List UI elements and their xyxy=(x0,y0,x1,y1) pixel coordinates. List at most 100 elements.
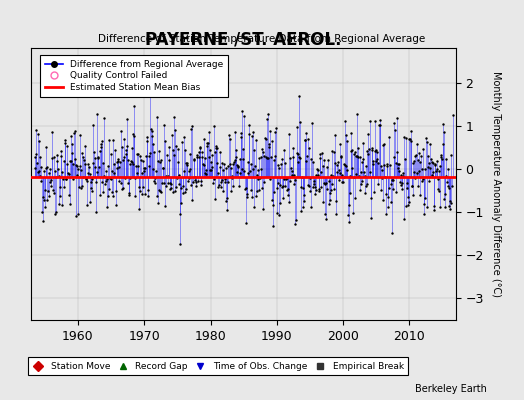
Point xyxy=(108,137,117,143)
Point xyxy=(128,159,136,166)
Point xyxy=(251,162,259,169)
Point xyxy=(133,170,141,176)
Point xyxy=(302,130,311,136)
Point xyxy=(377,175,386,181)
Point xyxy=(379,142,387,148)
Point xyxy=(43,164,51,170)
Point xyxy=(236,130,245,136)
Title: PAYERNE /ST. AEROL.: PAYERNE /ST. AEROL. xyxy=(146,30,342,48)
Point xyxy=(374,160,383,166)
Point xyxy=(260,179,269,185)
Point xyxy=(313,167,322,173)
Point xyxy=(150,178,158,184)
Point xyxy=(307,156,315,162)
Point xyxy=(413,141,421,147)
Y-axis label: Monthly Temperature Anomaly Difference (°C): Monthly Temperature Anomaly Difference (… xyxy=(490,71,500,297)
Point xyxy=(421,194,430,201)
Point xyxy=(34,131,42,138)
Point xyxy=(218,177,226,183)
Point xyxy=(65,192,73,199)
Point xyxy=(102,178,111,184)
Point xyxy=(117,128,125,134)
Point xyxy=(58,202,66,208)
Point xyxy=(75,184,83,190)
Point xyxy=(294,154,303,160)
Point xyxy=(147,128,156,134)
Point xyxy=(206,167,214,174)
Point xyxy=(149,166,157,172)
Point xyxy=(68,140,76,147)
Point xyxy=(150,175,159,181)
Point xyxy=(58,169,67,176)
Point xyxy=(389,177,398,184)
Point xyxy=(86,199,94,206)
Point xyxy=(339,178,347,185)
Point xyxy=(98,138,106,144)
Point xyxy=(449,112,457,118)
Point xyxy=(104,193,112,199)
Point xyxy=(70,130,78,136)
Point xyxy=(417,153,425,159)
Point xyxy=(349,210,357,216)
Text: Difference of Station Temperature Data from Regional Average: Difference of Station Temperature Data f… xyxy=(99,34,425,44)
Point xyxy=(312,172,320,178)
Point xyxy=(395,168,403,174)
Point xyxy=(325,197,334,203)
Point xyxy=(35,138,43,144)
Point xyxy=(106,175,114,181)
Point xyxy=(107,150,115,157)
Point xyxy=(61,176,70,182)
Point xyxy=(227,173,236,179)
Point xyxy=(408,183,416,189)
Point xyxy=(385,184,393,191)
Point xyxy=(45,170,53,176)
Point xyxy=(113,165,121,171)
Point xyxy=(121,175,129,182)
Point xyxy=(182,160,190,166)
Point xyxy=(299,204,308,210)
Point xyxy=(211,149,220,155)
Point xyxy=(254,166,262,173)
Point xyxy=(396,182,405,188)
Point xyxy=(386,162,394,168)
Point xyxy=(263,116,271,122)
Point xyxy=(201,170,209,176)
Point xyxy=(261,135,269,141)
Point xyxy=(267,138,276,144)
Point xyxy=(155,186,163,193)
Point xyxy=(414,157,422,163)
Point xyxy=(353,153,361,160)
Point xyxy=(130,175,139,182)
Point xyxy=(373,156,381,162)
Point xyxy=(384,203,392,210)
Point xyxy=(326,172,335,178)
Point xyxy=(392,115,401,121)
Point xyxy=(62,176,71,182)
Point xyxy=(281,159,290,166)
Point xyxy=(423,153,432,159)
Point xyxy=(391,127,399,133)
Point xyxy=(233,162,242,168)
Point xyxy=(91,208,100,215)
Point xyxy=(442,173,450,179)
Point xyxy=(95,163,103,170)
Point xyxy=(289,145,298,151)
Point xyxy=(376,162,385,169)
Point xyxy=(334,158,342,165)
Point xyxy=(381,191,390,198)
Point xyxy=(49,186,57,193)
Point xyxy=(300,192,308,198)
Point xyxy=(157,157,166,164)
Point xyxy=(79,174,88,180)
Point xyxy=(415,168,423,174)
Point xyxy=(266,128,274,134)
Point xyxy=(433,158,441,164)
Point xyxy=(327,187,335,193)
Point xyxy=(335,167,343,174)
Point xyxy=(418,178,427,184)
Point xyxy=(368,145,377,152)
Point xyxy=(402,203,410,210)
Point xyxy=(38,208,46,215)
Point xyxy=(410,157,418,164)
Point xyxy=(81,174,90,181)
